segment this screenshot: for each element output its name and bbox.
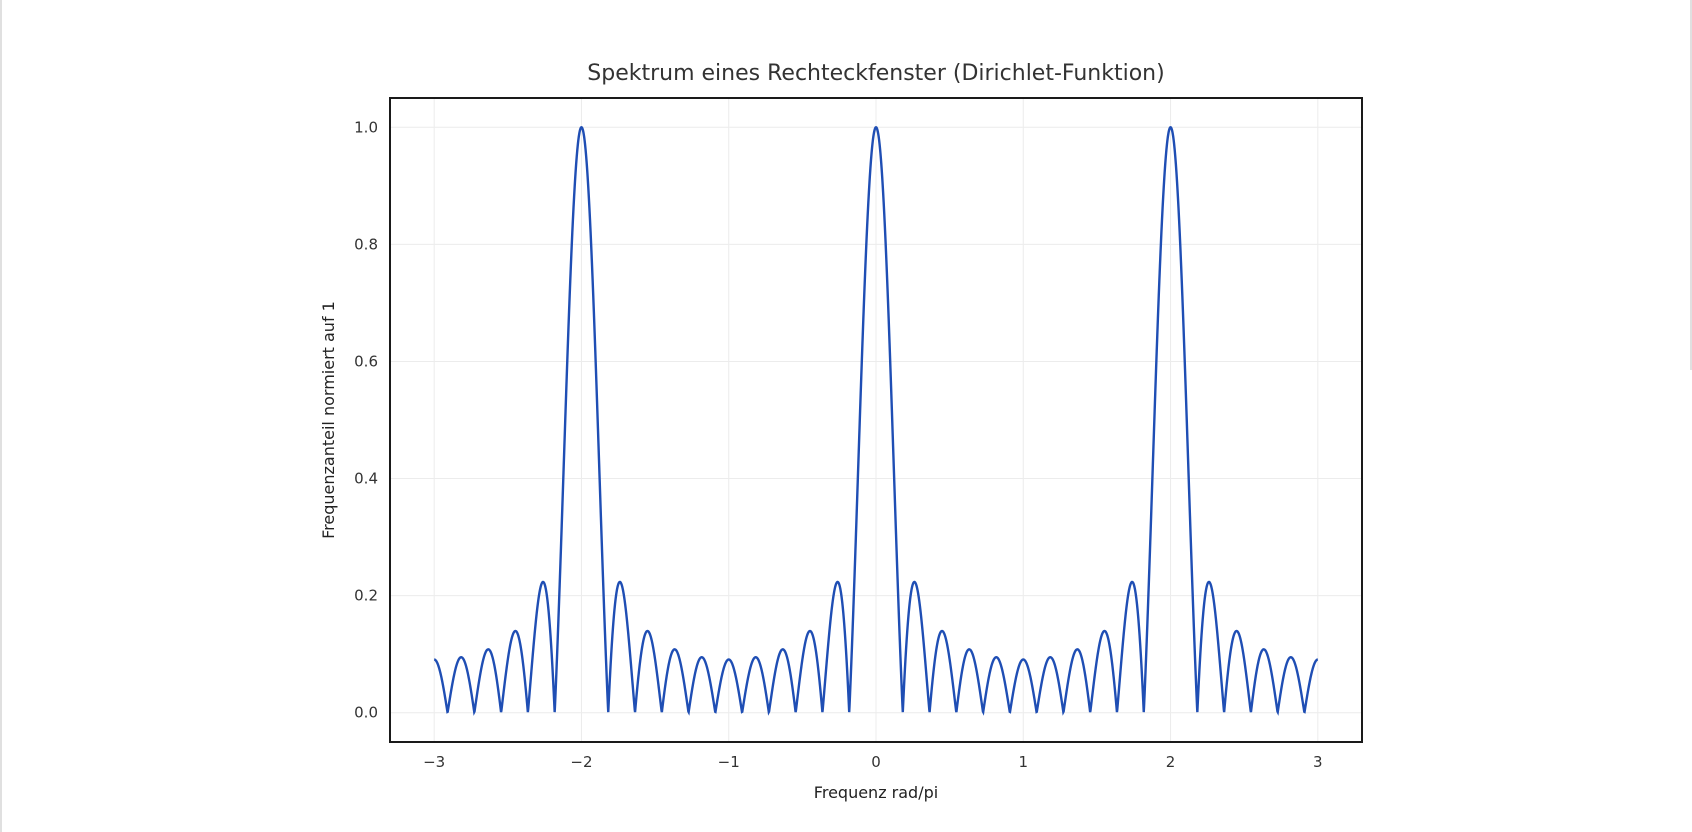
y-tick-label: 0.4 <box>354 470 378 488</box>
y-axis-label: Frequenzanteil normiert auf 1 <box>319 301 338 539</box>
window-left-border <box>0 0 2 832</box>
grid <box>390 98 1362 742</box>
series-line <box>434 125 1318 716</box>
y-tick-label: 1.0 <box>354 118 378 136</box>
x-tick-label: 0 <box>871 753 881 771</box>
x-tick-label: −2 <box>570 753 592 771</box>
y-axis: 0.0 0.2 0.4 0.6 0.8 1.0 <box>354 118 378 721</box>
chart-title: Spektrum eines Rechteckfenster (Dirichle… <box>587 61 1164 86</box>
x-tick-label: −1 <box>718 753 740 771</box>
x-tick-label: 3 <box>1313 753 1323 771</box>
x-axis-label: Frequenz rad/pi <box>814 783 938 802</box>
window-right-border <box>1690 0 1692 370</box>
x-tick-label: 2 <box>1166 753 1176 771</box>
y-tick-label: 0.2 <box>354 587 378 605</box>
y-tick-label: 0.0 <box>354 704 378 722</box>
x-tick-label: 1 <box>1018 753 1028 771</box>
y-tick-label: 0.8 <box>354 235 378 253</box>
y-tick-label: 0.6 <box>354 352 378 370</box>
x-tick-label: −3 <box>423 753 445 771</box>
x-axis: −3 −2 −1 0 1 2 3 <box>423 753 1322 771</box>
plot-border <box>389 97 1363 743</box>
